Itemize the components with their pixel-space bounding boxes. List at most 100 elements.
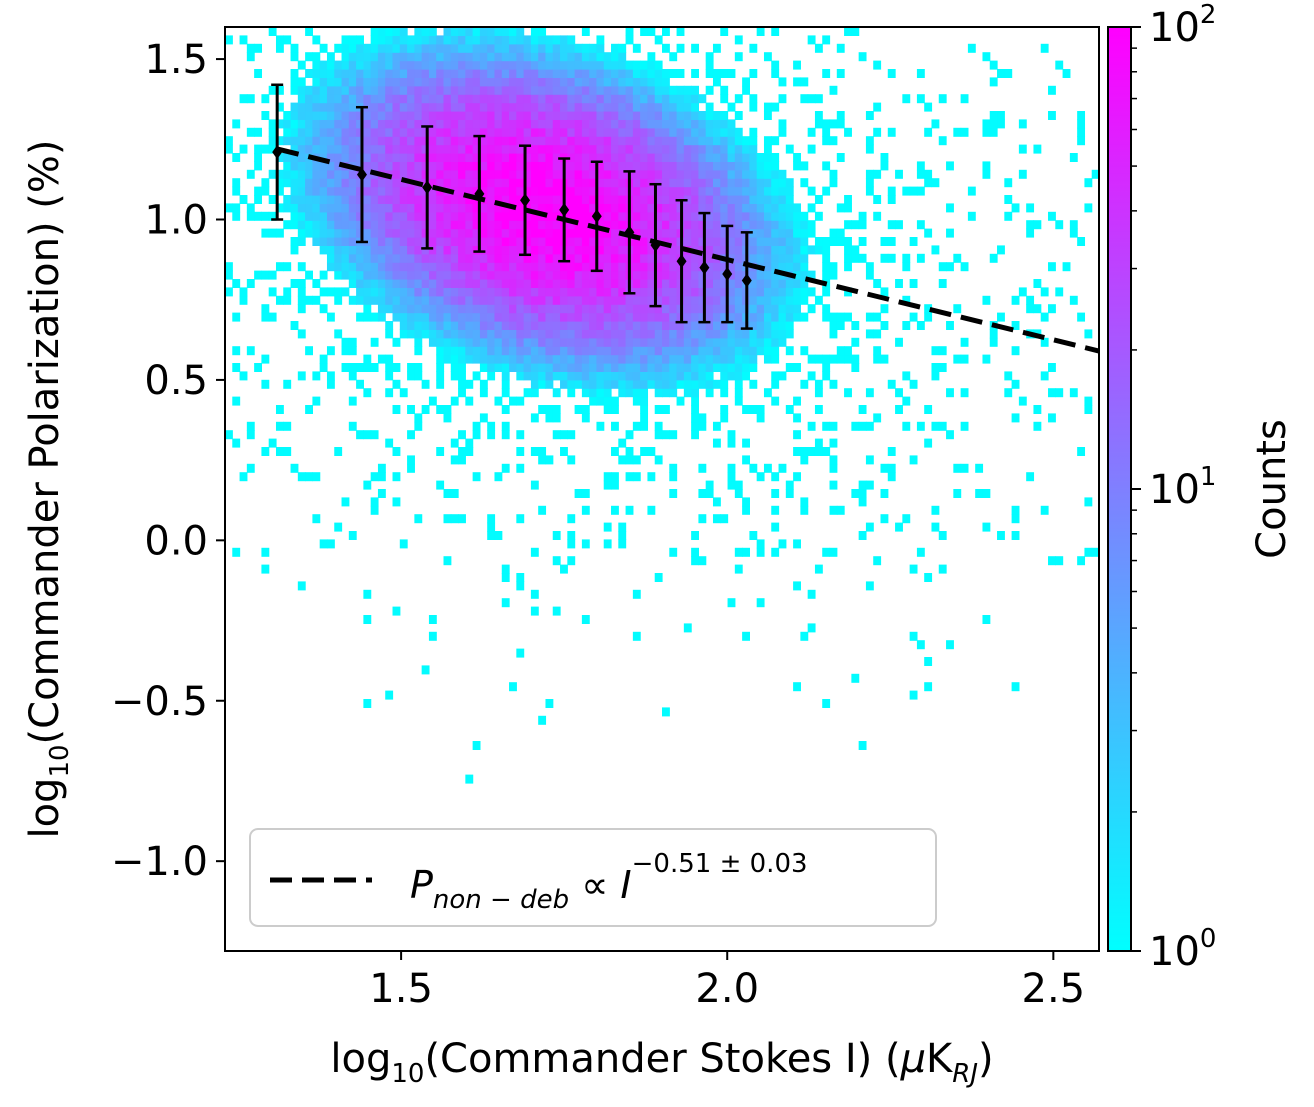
heatmap-bin [946, 262, 954, 272]
heatmap-bin [851, 421, 860, 431]
heatmap-bin [479, 161, 488, 171]
heatmap-bin [538, 279, 547, 288]
heatmap-bin [720, 262, 729, 272]
heatmap-bin [771, 304, 780, 314]
heatmap-bin [443, 337, 452, 347]
heatmap-bin [865, 136, 874, 146]
heatmap-bin [909, 312, 918, 322]
heatmap-bin [552, 203, 561, 213]
heatmap-bin [414, 119, 423, 129]
heatmap-bin [727, 598, 736, 608]
heatmap-bin [618, 371, 627, 381]
heatmap-bin [1055, 556, 1064, 566]
heatmap-bin [552, 531, 561, 540]
heatmap-bin [887, 472, 896, 482]
heatmap-bin [479, 287, 488, 297]
heatmap-bin [647, 371, 656, 381]
heatmap-bin [268, 27, 277, 36]
heatmap-bin [443, 304, 452, 314]
heatmap-bin [793, 581, 801, 591]
heatmap-bin [581, 77, 590, 87]
heatmap-bin [421, 161, 430, 171]
heatmap-bin [494, 77, 503, 87]
heatmap-bin [348, 102, 357, 112]
heatmap-bin [399, 329, 408, 339]
heatmap-bin [363, 211, 372, 221]
heatmap-bin [836, 321, 845, 330]
heatmap-bin [814, 295, 823, 305]
heatmap-bin [581, 27, 590, 36]
heatmap-bin [793, 153, 801, 162]
heatmap-bin [414, 312, 423, 322]
heatmap-bin [465, 144, 474, 154]
heatmap-bin [356, 43, 364, 53]
heatmap-bin [297, 119, 306, 129]
heatmap-bin [618, 85, 627, 95]
heatmap-bin [530, 136, 539, 146]
heatmap-bin [654, 430, 663, 440]
heatmap-bin [530, 169, 539, 179]
heatmap-bin [450, 455, 459, 465]
heatmap-bin [581, 245, 590, 255]
heatmap-bin [443, 119, 452, 129]
heatmap-bin [487, 43, 496, 53]
heatmap-bin [989, 77, 998, 87]
heatmap-bin [676, 337, 685, 347]
heatmap-bin [421, 85, 430, 95]
heatmap-bin [421, 237, 430, 246]
heatmap-bin [800, 161, 809, 171]
heatmap-bin [865, 186, 874, 196]
heatmap-bin [873, 279, 882, 288]
heatmap-bin [356, 203, 364, 213]
heatmap-bin [516, 329, 525, 339]
heatmap-bin [399, 111, 408, 120]
heatmap-bin [705, 279, 714, 288]
heatmap-bin [465, 43, 474, 53]
heatmap-bin [545, 295, 554, 305]
heatmap-bin [632, 371, 641, 381]
heatmap-bin [880, 287, 889, 297]
heatmap-bin [516, 363, 525, 372]
heatmap-bin [705, 153, 714, 162]
heatmap-bin [530, 211, 539, 221]
heatmap-bin [669, 161, 678, 171]
heatmap-bin [640, 262, 649, 272]
heatmap-bin [669, 144, 678, 154]
heatmap-bin [632, 245, 641, 255]
heatmap-bin [516, 144, 525, 154]
heatmap-bin [283, 287, 292, 297]
heatmap-bin [749, 228, 758, 238]
heatmap-bin [443, 245, 452, 255]
heatmap-bin [479, 111, 488, 120]
heatmap-bin [574, 43, 583, 53]
heatmap-bin [509, 161, 517, 171]
heatmap-bin [720, 27, 729, 36]
heatmap-bin [691, 69, 700, 78]
heatmap-bin [822, 186, 831, 196]
heatmap-bin [603, 211, 612, 221]
heatmap-bin [312, 119, 321, 129]
heatmap-bin [385, 690, 394, 700]
heatmap-bin [377, 203, 386, 213]
heatmap-bin [924, 127, 933, 137]
heatmap-bin [647, 153, 656, 162]
heatmap-bin [297, 153, 306, 162]
heatmap-bin [611, 312, 619, 322]
heatmap-bin [1084, 329, 1093, 339]
heatmap-bin [450, 287, 459, 297]
heatmap-bin [647, 354, 656, 364]
heatmap-bin [239, 144, 248, 154]
heatmap-bin [727, 169, 736, 179]
heatmap-bin [887, 463, 896, 473]
heatmap-bin [632, 421, 641, 431]
heatmap-bin [589, 270, 598, 280]
heatmap-bin [479, 237, 488, 246]
heatmap-bin [705, 363, 714, 372]
heatmap-bin [589, 337, 598, 347]
heatmap-bin [596, 169, 605, 179]
heatmap-bin [640, 144, 649, 154]
heatmap-bin [916, 94, 925, 104]
heatmap-bin [523, 119, 532, 129]
heatmap-bin [225, 144, 233, 154]
heatmap-bin [443, 153, 452, 162]
